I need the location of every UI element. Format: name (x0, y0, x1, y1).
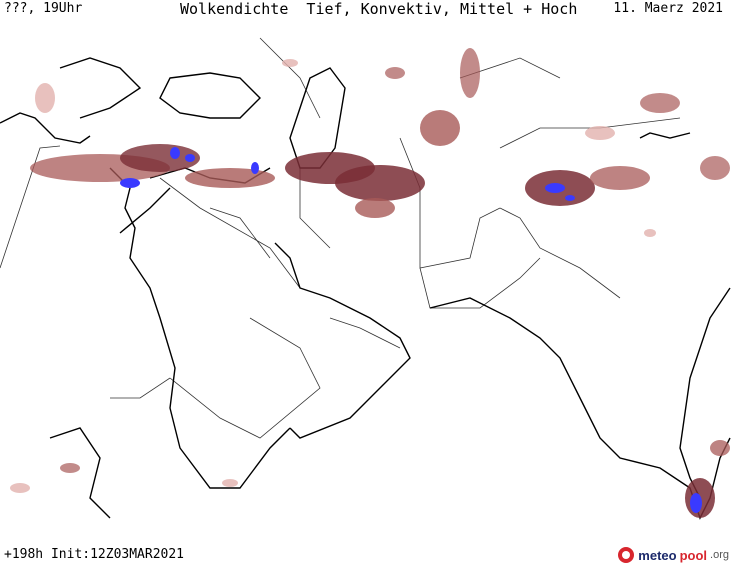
model-run-info: +198h Init:12Z03MAR2021 (4, 547, 185, 562)
cloud-density-layer (10, 48, 730, 518)
logo-text-domain: .org (710, 549, 729, 561)
map-title: Wolkendichte Tief, Konvektiv, Mittel + H… (180, 0, 578, 18)
country-borders (0, 37, 681, 439)
forecast-time-label: ???, 19Uhr (4, 1, 83, 16)
convective-cores (120, 147, 702, 513)
weather-map (0, 18, 733, 527)
logo-text-meteo: meteo (638, 547, 677, 563)
meteopool-logo-icon (618, 547, 635, 563)
forecast-date: 11. Maerz 2021 (613, 1, 723, 16)
meteopool-logo[interactable]: meteo pool .org (617, 545, 729, 565)
logo-text-pool: pool (679, 547, 708, 563)
